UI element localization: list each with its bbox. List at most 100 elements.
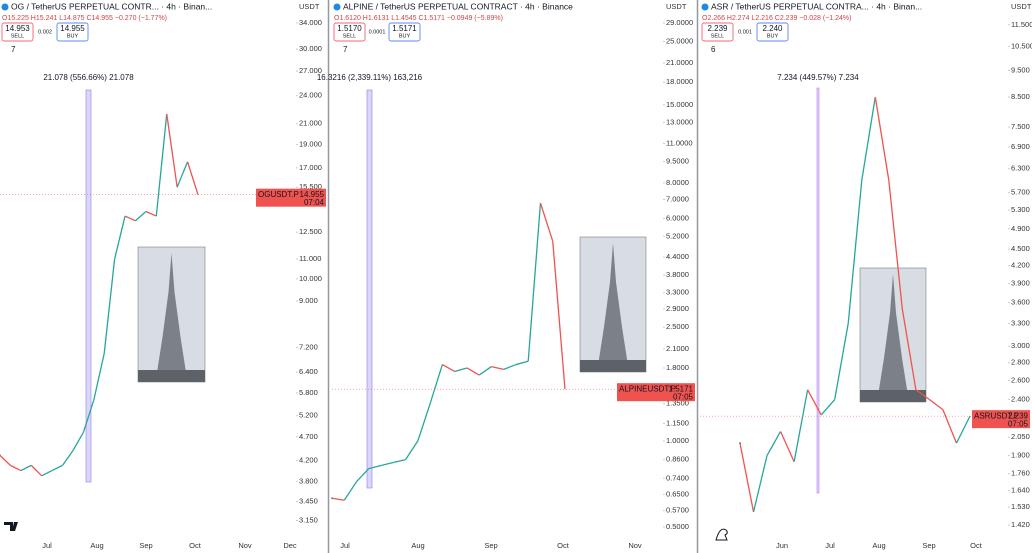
time-label: Jul (825, 541, 835, 550)
y-tick-label: 15.500 (299, 182, 322, 191)
y-tick-label: 0.5000 (666, 522, 689, 531)
y-tick-label: 6.0000 (666, 214, 689, 223)
price-segment (72, 432, 84, 451)
price-segment (515, 360, 529, 366)
price-segment (186, 161, 199, 195)
ohlc: O15.225 H15.241 L14.875 C14.955 −0.270 (… (2, 15, 167, 22)
tag-time: 07:05 (673, 392, 694, 401)
time-label: Oct (970, 541, 983, 550)
price-segment (20, 464, 32, 472)
sell-button[interactable] (333, 22, 366, 42)
tag-symbol: ASRUSDT.P (974, 411, 1019, 420)
y-tick-label: 0.6500 (666, 489, 689, 498)
y-tick-label: 3.800 (299, 476, 318, 485)
photo-tower (155, 253, 188, 382)
symbol-line: OG / TetherUS PERPETUAL CONTR... · 4h · … (11, 1, 212, 11)
y-tick-label: 6.300 (1011, 164, 1030, 173)
price-segment (103, 258, 116, 354)
y-tick-label: 27.000 (299, 66, 322, 75)
y-tick-label: 2.1000 (666, 344, 689, 353)
time-label: Nov (238, 541, 252, 550)
measure-band (85, 89, 92, 483)
price-segment (874, 96, 890, 181)
symbol-icon (1, 3, 9, 11)
y-tick-label: 34.000 (299, 18, 322, 27)
indicator-count[interactable]: 6 (711, 45, 716, 54)
price-segment (93, 353, 105, 401)
ohlc: O2.266 H2.274 L2.216 C2.239 −0.028 (−1.2… (702, 15, 851, 22)
y-tick-label: 4.500 (1011, 244, 1030, 253)
measure-label: 7.234 (449.57%) 7.234 (777, 73, 859, 82)
y-tick-label: 4.200 (299, 455, 318, 464)
y-tick-label: 29.0000 (666, 18, 693, 27)
price-segment (454, 367, 468, 373)
sell-button[interactable] (1, 22, 34, 42)
price-tag (256, 188, 326, 207)
y-tick-label: 24.000 (299, 91, 322, 100)
price-segment (779, 431, 795, 463)
y-tick-label: 19.000 (299, 140, 322, 149)
y-tick-label: 7.500 (1011, 122, 1030, 131)
y-tick-label: 8.0000 (666, 178, 689, 187)
y-tick-label: 18.0000 (666, 77, 693, 86)
price-segment (0, 454, 11, 466)
buy-button[interactable] (756, 22, 789, 42)
y-tick-label: 4.700 (299, 432, 318, 441)
y-tick-label: 3.300 (1011, 318, 1030, 327)
price-segment (478, 366, 492, 376)
price-segment (820, 399, 836, 416)
y-tick-label: 2.400 (1011, 395, 1030, 404)
price-segment (155, 113, 168, 217)
y-tick-label: 9.000 (299, 296, 318, 305)
sell-price: 14.953 (5, 24, 30, 33)
symbol-line: ALPINE / TetherUS PERPETUAL CONTRACT · 4… (343, 1, 573, 11)
y-tick-label: 1.1500 (666, 419, 689, 428)
y-tick-label: 30.000 (299, 44, 322, 53)
price-segment (752, 455, 768, 513)
y-tick-label: 10.500 (1011, 42, 1032, 51)
time-label: Aug (872, 541, 885, 550)
price-segment (331, 497, 345, 501)
sell-button[interactable] (701, 22, 734, 42)
y-tick-label: 11.000 (299, 254, 321, 263)
buy-button[interactable] (388, 22, 421, 42)
time-label: Oct (557, 541, 570, 550)
y-tick-label: 4.900 (1011, 224, 1030, 233)
indicator-count[interactable]: 7 (343, 45, 348, 54)
price-segment (491, 365, 504, 370)
y-tick-label: 3.450 (299, 496, 318, 505)
price-segment (30, 464, 43, 477)
y-tick-label: 5.2000 (666, 231, 689, 240)
tag-symbol: ALPINEUSDT.P (619, 384, 676, 393)
indicator-count[interactable]: 7 (11, 45, 16, 54)
price-segment (41, 469, 53, 477)
y-tick-label: 7.200 (299, 343, 318, 352)
photo-ground (580, 360, 646, 372)
y-tick-label: 11.0000 (666, 138, 693, 147)
axis-unit: USDT (666, 2, 687, 11)
measure-band (366, 89, 373, 489)
price-segment (356, 468, 370, 483)
price-segment (739, 443, 755, 513)
axis-unit: USDT (299, 2, 320, 11)
buy-label: BUY (67, 33, 79, 39)
buy-button[interactable] (56, 22, 89, 42)
y-tick-label: 17.000 (299, 163, 322, 172)
y-tick-label: 9.5000 (666, 157, 689, 166)
time-label: Jul (42, 541, 52, 550)
price-segment (145, 210, 157, 217)
y-tick-label: 6.400 (299, 367, 318, 376)
y-tick-label: 1.640 (1011, 486, 1030, 495)
sell-price: 2.239 (707, 24, 728, 33)
symbol-icon (333, 3, 341, 11)
tag-price: 14.955 (300, 190, 325, 199)
price-segment (61, 450, 74, 466)
buy-price: 2.240 (762, 24, 783, 33)
time-label: Nov (628, 541, 642, 550)
tag-time: 07:05 (1008, 419, 1029, 428)
price-segment (466, 367, 480, 376)
price-segment (176, 161, 189, 188)
time-label: Sep (139, 541, 152, 550)
measure-band (816, 87, 820, 494)
y-tick-label: 5.300 (1011, 205, 1030, 214)
